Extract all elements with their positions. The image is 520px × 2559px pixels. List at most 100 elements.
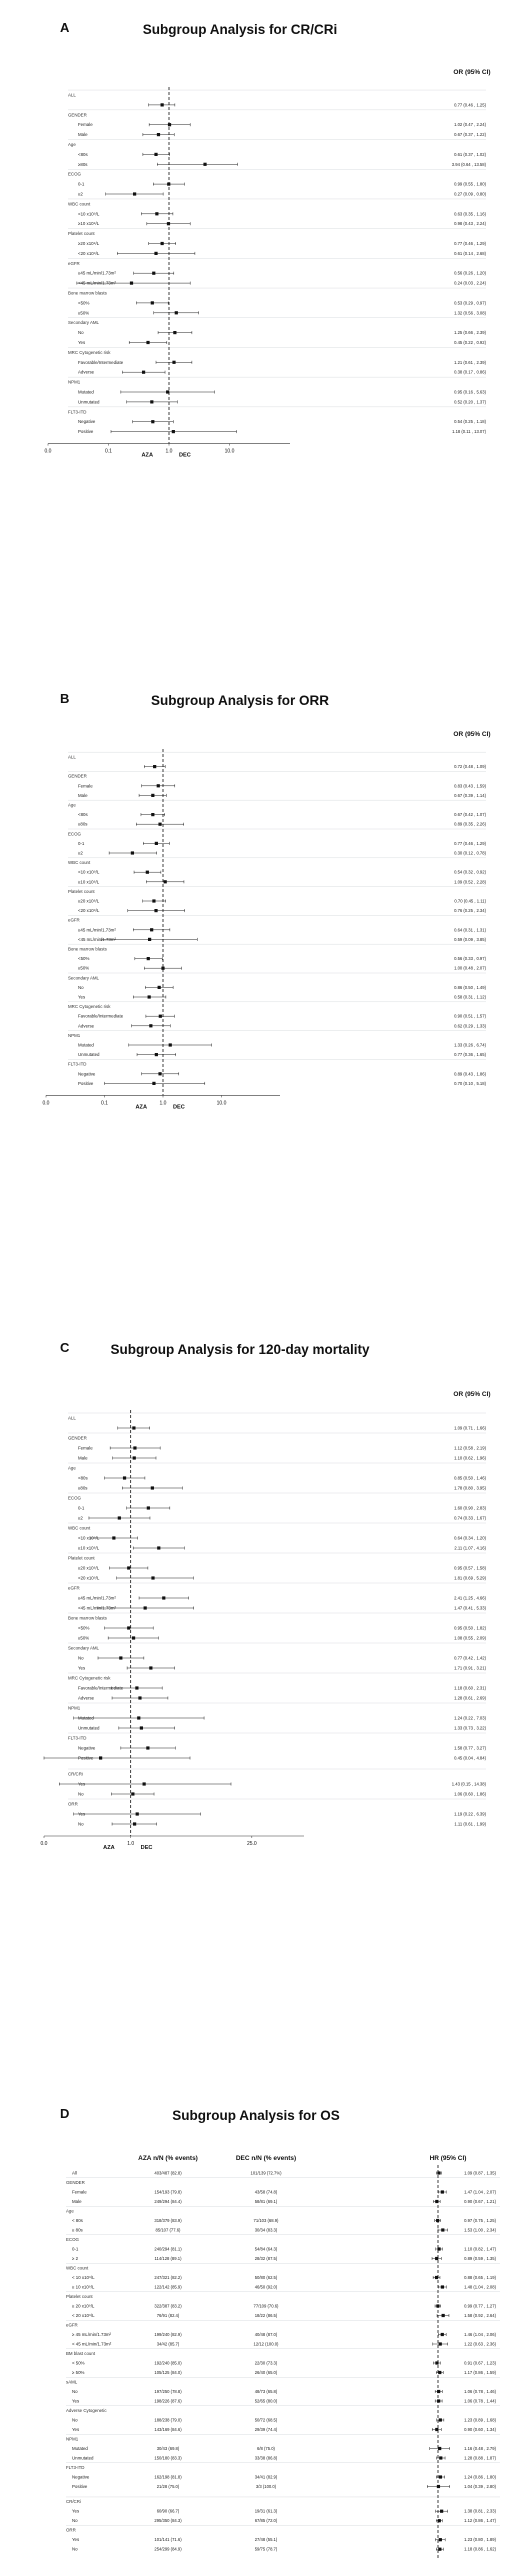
hr-ci-value: 1.09 (0.87 , 1.35)	[464, 2171, 496, 2176]
or-ci-value: 1.60 (0.90 , 2.83)	[454, 1506, 486, 1511]
aza-events: 162/198 (81.8)	[154, 2475, 182, 2480]
subgroup-heading: Secondary AML	[68, 320, 100, 325]
point-estimate	[129, 281, 134, 285]
subgroup-label: ≥45 mL/min/1.73m²	[78, 1596, 116, 1601]
aza-events: 295/350 (84.3)	[154, 2518, 182, 2523]
dec-events: 52/65 (80.0)	[255, 2399, 278, 2404]
aza-events: 21/28 (75.0)	[157, 2484, 180, 2489]
hr-ci-value: 0.88 (0.65 , 1.19)	[464, 2275, 496, 2280]
point-estimate	[172, 360, 176, 364]
subgroup-label: No	[78, 1656, 84, 1661]
or-ci-value: 0.67 (0.37 , 1.22)	[454, 132, 486, 137]
subgroup-label: ≥50%	[78, 966, 89, 971]
point-estimate	[158, 1014, 162, 1018]
panel-title: Subgroup Analysis for ORR	[151, 693, 329, 708]
subgroup-label: Positive	[78, 1081, 94, 1086]
dec-events: 19/31 (61.3)	[255, 2509, 278, 2514]
point-estimate	[158, 1072, 162, 1076]
subgroup-label: ≥10 x10⁹/L	[78, 221, 100, 226]
subgroup-heading: ALL	[68, 755, 76, 760]
subgroup-label: No	[78, 1822, 84, 1827]
favours-dec-label: DEC	[141, 1845, 153, 1851]
aza-events: 122/142 (85.9)	[154, 2285, 182, 2290]
favours-aza-label: AZA	[136, 1104, 148, 1110]
point-estimate	[438, 2370, 442, 2375]
subgroup-label: ≥10 x10⁹/L	[78, 1546, 100, 1551]
aza-events: 198/226 (87.6)	[154, 2399, 182, 2404]
subgroup-heading: ECOG	[68, 831, 82, 836]
or-ci-value: 0.24 (0.03 , 2.24)	[454, 281, 486, 286]
subgroup-heading: Age	[66, 2209, 74, 2214]
point-estimate	[439, 2456, 443, 2460]
subgroup-heading: Age	[68, 803, 76, 808]
subgroup-label: No	[72, 2418, 78, 2423]
hr-ci-value: 1.24 (0.86 , 1.80)	[464, 2475, 496, 2480]
dec-events: 77/109 (70.6)	[254, 2304, 280, 2309]
or-ci-value: 0.45 (0.22 , 0.92)	[454, 340, 486, 345]
or-ci-value: 0.95 (0.50 , 1.82)	[454, 1626, 486, 1631]
subgroup-heading: GENDER	[68, 1436, 87, 1441]
or-ci-value: 0.30 (0.12 , 0.78)	[454, 851, 486, 856]
point-estimate	[157, 1546, 161, 1550]
measure-header: OR (95% CI)	[453, 69, 490, 76]
subgroup-heading: ALL	[68, 1416, 76, 1421]
subgroup-label: Male	[78, 793, 88, 798]
subgroup-label: Negative	[72, 2475, 90, 2480]
subgroup-heading: NPM1	[68, 1033, 81, 1038]
dec-events: 28/32 (87.5)	[255, 2256, 278, 2261]
or-ci-value: 1.71 (0.91 , 3.21)	[454, 1666, 486, 1671]
subgroup-heading: Platelet count	[68, 231, 95, 236]
subgroup-heading: WBC count	[68, 1526, 91, 1531]
subgroup-label: <10 x10⁹/L	[78, 211, 100, 216]
point-estimate	[145, 870, 149, 874]
point-estimate	[147, 937, 152, 941]
point-estimate	[131, 1636, 136, 1640]
subgroup-label: <80s	[78, 812, 88, 817]
or-ci-value: 1.43 (0.15 , 14.38)	[452, 1782, 487, 1787]
or-ci-value: 0.83 (0.43 , 1.59)	[454, 783, 486, 788]
or-ci-value: 1.06 (0.60 , 1.86)	[454, 1792, 486, 1797]
subgroup-label: Unmutated	[78, 1726, 100, 1731]
subgroup-label: Yes	[72, 2509, 80, 2514]
hr-ci-value: 1.46 (1.04 , 2.06)	[464, 2332, 496, 2337]
subgroup-heading: Adverse Cytogenetic	[66, 2408, 107, 2413]
point-estimate	[135, 1812, 139, 1816]
subgroup-heading: WBC count	[66, 2266, 89, 2271]
dec-events: 22/30 (73.3)	[255, 2361, 278, 2366]
point-estimate	[438, 2547, 442, 2551]
subgroup-heading: WBC count	[68, 201, 91, 206]
or-ci-value: 1.78 (0.80 , 3.95)	[454, 1486, 486, 1491]
hr-ci-value: 1.12 (0.86 , 1.47)	[464, 2518, 496, 2523]
or-ci-value: 0.77 (0.46 , 1.25)	[454, 102, 486, 107]
subgroup-heading: eGFR	[68, 1586, 80, 1591]
subgroup-heading: eGFR	[66, 2323, 78, 2328]
panel-letter: A	[60, 20, 70, 35]
aza-events: 154/193 (79.8)	[154, 2190, 182, 2195]
subgroup-label: <20 x10⁹/L	[78, 908, 100, 913]
subgroup-label: Negative	[78, 1746, 96, 1751]
or-ci-value: 0.54 (0.32 , 0.92)	[454, 870, 486, 875]
dec-events: 59/75 (78.7)	[255, 2547, 278, 2552]
point-estimate	[146, 340, 150, 345]
or-ci-value: 1.09 (0.71 , 1.66)	[454, 1426, 486, 1431]
subgroup-heading: MRC Cytogenetic risk	[68, 350, 111, 355]
subgroup-label: All	[72, 2171, 77, 2176]
x-tick-label: 10.0	[217, 1100, 227, 1106]
point-estimate	[154, 251, 158, 255]
point-estimate	[151, 793, 155, 797]
subgroup-label: No	[78, 1792, 84, 1797]
subgroup-heading: BM blast count	[66, 2351, 96, 2356]
subgroup-heading: eGFR	[68, 918, 80, 923]
or-ci-value: 1.81 (0.69 , 5.29)	[454, 1576, 486, 1581]
point-estimate	[154, 1053, 158, 1057]
point-estimate	[162, 1596, 166, 1600]
point-estimate	[438, 2475, 443, 2479]
hr-ci-value: 1.28 (0.88 , 1.87)	[464, 2456, 496, 2461]
hr-ci-value: 1.06 (0.78 , 1.44)	[464, 2399, 496, 2404]
point-estimate	[112, 1536, 116, 1540]
aza-events: 247/321 (82.2)	[154, 2275, 182, 2280]
subgroup-label: ≥ 45 mL/min/1.73m²	[72, 2332, 112, 2337]
point-estimate	[139, 1726, 144, 1730]
subgroup-heading: NPM1	[66, 2437, 79, 2442]
hr-ci-value: 1.16 (0.48 , 2.79)	[464, 2446, 496, 2451]
